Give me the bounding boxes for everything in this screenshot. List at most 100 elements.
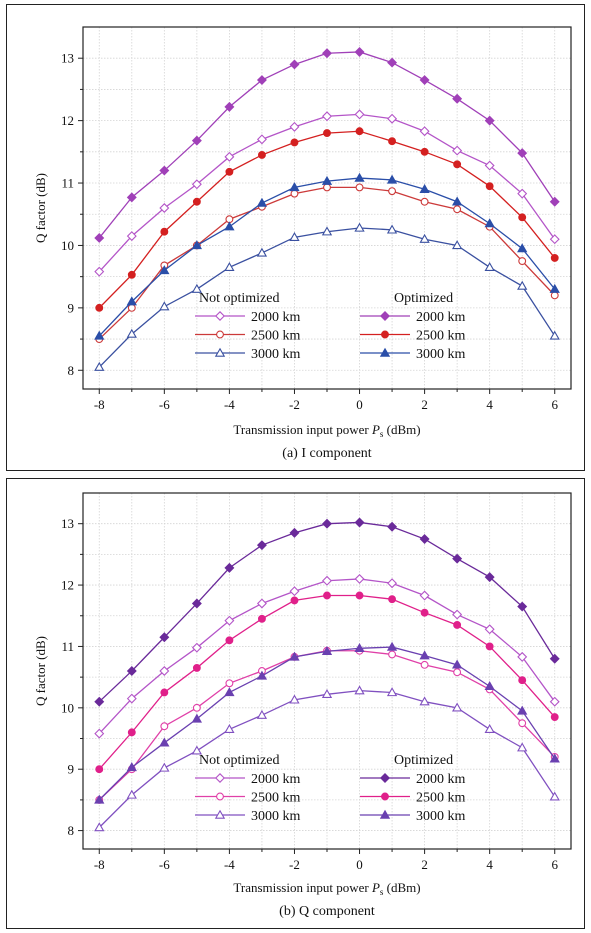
chart-b-series-2-point — [94, 822, 105, 832]
chart-b-series-1-point — [453, 668, 462, 677]
chart-b-series-3-point — [322, 518, 332, 529]
chart-a-xlabel-sub: s — [380, 429, 384, 439]
chart-b-series-2-point — [517, 742, 528, 752]
chart-a-series-1-point — [127, 303, 136, 312]
chart-b-legend-swatch-marker — [379, 809, 391, 819]
chart-a-legend-swatch-marker — [216, 330, 224, 339]
chart-a-series-4 — [95, 127, 559, 312]
chart-a-series-3-point — [354, 46, 365, 57]
chart-b-ytick-label: 9 — [68, 762, 75, 777]
chart-a-series-3-point — [256, 75, 267, 86]
chart-b-series-3-point — [256, 540, 267, 551]
chart-b-series-5-point — [126, 762, 137, 772]
chart-a-series-1-point — [550, 291, 559, 300]
chart-a-series-0 — [94, 109, 560, 277]
chart-b-legend-label: 2500 km — [251, 791, 301, 806]
chart-b-legend-label: 2000 km — [251, 772, 301, 787]
chart-a-series-5-point — [224, 221, 235, 231]
chart-b-series-3-point — [191, 598, 202, 609]
chart-b-xlabel-unit: (dBm) — [383, 880, 420, 895]
chart-a-grid — [83, 27, 571, 389]
chart-b-series-0-point — [354, 573, 365, 584]
chart-b-series-1-point — [192, 703, 201, 712]
chart-b-series-0-point — [419, 590, 430, 601]
chart-a-series-4-point — [518, 213, 527, 222]
chart-b-series-5-point — [256, 670, 268, 680]
chart-a-series-2-point — [224, 261, 235, 271]
chart-a-series-2-point — [354, 222, 365, 232]
chart-b-series-3-line — [98, 521, 556, 703]
chart-a-xtick-label: -8 — [94, 397, 105, 412]
chart-b-svg: -8 -6 -4 -2 0 2 4 6 8 9 10 11 12 13 Q factor (dB) Trans… — [33, 492, 572, 919]
chart-b-series-3-point — [387, 521, 398, 532]
chart-a-series-2-point — [289, 232, 300, 242]
chart-b-series-5-point — [224, 687, 235, 697]
chart-b-series-5 — [94, 641, 560, 804]
chart-a-xtick-label: 2 — [421, 397, 428, 412]
chart-a-xlabel-var: P — [371, 422, 380, 437]
chart-b-series-4-point — [290, 596, 299, 605]
chart-a-legend-label: 2500 km — [251, 329, 301, 344]
chart-b-series-0-point — [126, 693, 137, 704]
chart-a-xtick-label: 0 — [356, 397, 363, 412]
chart-b-series-4-point — [420, 608, 429, 617]
chart-a-series-4-point — [160, 227, 169, 236]
chart-a-series-3-point — [94, 232, 105, 243]
chart-b-xtick-label: -2 — [289, 857, 300, 872]
chart-b-series-2-point — [451, 702, 463, 712]
chart-b-series-2-point — [256, 709, 268, 719]
chart-a-series-4-point — [95, 303, 104, 312]
chart-b-series-3-point — [419, 534, 430, 545]
chart-a-series-4-point — [420, 147, 429, 156]
chart-a-series-5-point — [94, 330, 105, 340]
chart-a-legend-title-opt: Optimized — [394, 291, 453, 306]
chart-b-series-4-point — [355, 591, 364, 600]
chart-b-series-5-point — [549, 753, 560, 763]
chart-b-series-5-point — [451, 659, 463, 669]
chart-a-ylabel: Q factor (dB) — [33, 173, 48, 243]
chart-a-legend-swatch-marker — [214, 347, 226, 357]
chart-a-series-3-point — [126, 192, 137, 203]
chart-a-ytick-label: 12 — [61, 113, 74, 128]
chart-a-series-5-point — [549, 283, 560, 293]
chart-a-xtick-label: -6 — [159, 397, 170, 412]
chart-a-series-5-point — [256, 197, 268, 207]
chart-b-xlabel: Transmission input power Ps (dBm) — [233, 880, 420, 897]
chart-b-series-2-point — [484, 724, 495, 734]
chart-a-series-2-point — [451, 240, 463, 250]
chart-b-legend-swatch-marker — [216, 792, 224, 801]
chart-b-series-0-point — [387, 578, 398, 589]
chart-a-series-3 — [94, 46, 560, 243]
chart-a-series-4-point — [225, 167, 234, 176]
chart-a-legend-swatch-marker — [380, 311, 390, 321]
chart-a-series-0-point — [322, 111, 332, 122]
chart-b-series-0-point — [517, 651, 528, 662]
chart-b-series-3-point — [354, 517, 365, 528]
chart-a-series-3-point — [159, 165, 170, 176]
chart-b-ytick-label: 8 — [68, 823, 75, 838]
chart-a-series-5-point — [386, 174, 398, 184]
chart-a-series-2-point — [419, 233, 430, 243]
chart-b-series-3-point — [126, 666, 137, 676]
chart-a-legend-title-not: Not optimized — [199, 291, 280, 306]
chart-b-xtick-label: 2 — [421, 857, 428, 872]
chart-a-series-4-point — [355, 127, 364, 136]
chart-b-series-2-point — [549, 791, 560, 801]
chart-a-legend-label: 2500 km — [416, 329, 466, 344]
chart-a-ytick-label: 10 — [61, 238, 74, 253]
chart-a-xtick-label: 6 — [551, 397, 558, 412]
chart-b-series-5-point — [159, 737, 170, 747]
chart-a-series-2-point — [191, 283, 203, 293]
chart-b-series-5-point — [419, 650, 430, 660]
chart-a-series-1-point — [453, 205, 462, 214]
chart-b-legend-label: 3000 km — [251, 809, 301, 824]
chart-b-series-4-point — [518, 676, 527, 685]
chart-b-series-1-point — [388, 650, 397, 659]
chart-a-series-0-point — [224, 151, 235, 162]
chart-a-series-0-point — [484, 160, 495, 171]
chart-b-series-3 — [94, 517, 560, 707]
chart-b-xtick-label: 0 — [356, 857, 363, 872]
chart-a-series-0-point — [354, 109, 365, 120]
chart-a-series-5-point — [354, 172, 365, 182]
chart-a-ytick-label: 13 — [61, 51, 74, 66]
